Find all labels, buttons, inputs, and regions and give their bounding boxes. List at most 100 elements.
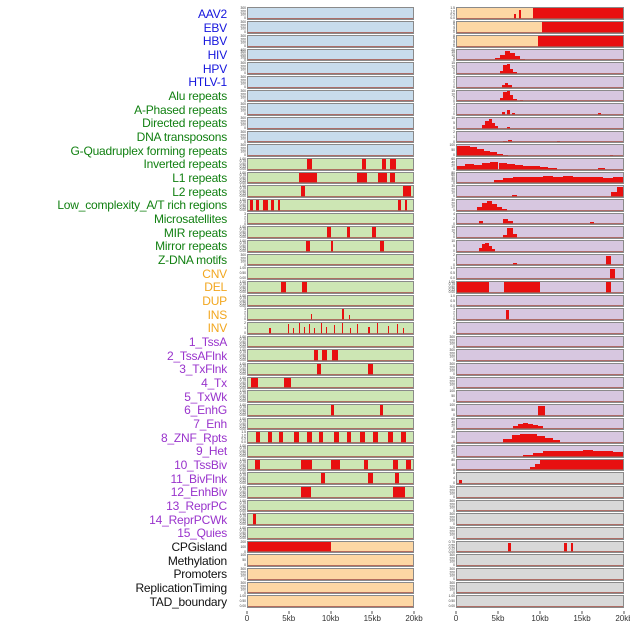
- signal-bar: [481, 163, 491, 170]
- signal-bar: [535, 463, 540, 471]
- track-label-hpv: HPV: [202, 61, 227, 76]
- track-plot-right-8-znf-rpts: [456, 431, 624, 444]
- track-label-5-txwk: 5_TxWk: [184, 389, 227, 404]
- signal-bar: [508, 140, 512, 143]
- y-axis-ticks-right-cnv: 1.0 0.5 0.0: [450, 266, 455, 281]
- track-label-directed-repeats: Directed repeats: [142, 116, 227, 131]
- y-axis-ticks-left-alu-repeats: 300 200 100 0: [240, 88, 246, 103]
- signal-bar: [332, 350, 338, 361]
- signal-bar: [294, 432, 300, 443]
- x-tick-mark: [330, 610, 331, 614]
- track-label-6-enhg: 6_EnhG: [184, 403, 227, 418]
- signal-bar: [389, 172, 395, 184]
- track-plot-left-dup: [247, 294, 414, 308]
- signal-bar: [611, 191, 618, 197]
- y-axis-ticks-left-low-complexity-a-t-rich-regions: 1.00 0.75 0.50 0.25 0.00: [239, 198, 246, 213]
- track-plot-left-7-enh: [247, 417, 414, 431]
- track-row-10-tssbiv: 10_TssBiv 1.00 0.75 0.50 0.25 0.00 80 40 0: [0, 458, 630, 472]
- track-row-15-quies: 15_Quies 1.00 0.75 0.50 0.25 0.00 300 200 100 0: [0, 527, 630, 541]
- x-tick-label: 15kb: [573, 613, 591, 623]
- track-plot-right-5-txwk: [456, 390, 624, 403]
- track-plot-left-mir-repeats: [247, 226, 414, 239]
- track-label-7-enh: 7_Enh: [193, 416, 227, 431]
- signal-bar: [478, 220, 483, 225]
- y-axis-ticks-right-inverted-repeats: 60 40 20 0: [451, 157, 455, 172]
- y-axis-ticks-right-alu-repeats: 15 10 5 0: [451, 88, 455, 103]
- y-axis-ticks-right-hiv: 20 15 10 5 0: [451, 47, 455, 62]
- signal-bar: [533, 424, 539, 430]
- y-axis-ticks-left-del: 1.00 0.75 0.50 0.25 0.00: [239, 280, 246, 295]
- track-plot-right-3-txflnk: [456, 362, 624, 376]
- y-axis-ticks-left-dna-transposons: 300 200 100 0: [240, 129, 246, 144]
- y-axis-ticks-left-13-reprpc: 1.00 0.75 0.50 0.25 0.00: [239, 499, 246, 513]
- signal-bar: [330, 459, 341, 471]
- signal-bar: [486, 200, 492, 211]
- x-tick-label: 15kb: [363, 613, 381, 623]
- track-row-hbv: HBV 300 200 100 0 8 6 4 2 0: [0, 34, 630, 48]
- signal-bar: [476, 148, 484, 156]
- signal-bar: [361, 158, 366, 170]
- y-axis-ticks-left-4-tx: 1.00 0.75 0.50 0.25 0.00: [239, 376, 246, 390]
- track-label-9-het: 9_Het: [195, 444, 227, 459]
- signal-bar: [457, 165, 466, 170]
- y-axis-ticks-right-10-tssbiv: 80 40 0: [451, 458, 455, 472]
- signal-bar: [498, 162, 507, 170]
- signal-bar: [491, 204, 497, 211]
- signal-bar: [493, 180, 504, 184]
- track-plot-left-directed-repeats: [247, 116, 414, 130]
- signal-bar: [540, 166, 549, 170]
- track-row-mirror-repeats: Mirror repeats 1.00 0.75 0.50 0.25 0.00 10 5 0: [0, 239, 630, 253]
- signal-bar: [330, 240, 333, 252]
- signal-bar: [398, 199, 402, 211]
- signal-bar: [488, 118, 492, 129]
- signal-bar: [603, 451, 614, 457]
- signal-bar: [491, 248, 496, 252]
- signal-bar: [249, 199, 253, 211]
- y-axis-ticks-left-9-het: 1.00 0.75 0.50 0.25 0.00: [239, 444, 246, 459]
- signal-bar: [536, 435, 545, 443]
- signal-bar: [348, 314, 351, 320]
- track-plot-right-7-enh: [456, 417, 624, 431]
- track-plot-right-low-complexity-a-t-rich-regions: [456, 198, 624, 212]
- signal-bar: [267, 432, 272, 443]
- x-tick-label: 20kb: [405, 613, 423, 623]
- signal-bar: [538, 406, 545, 416]
- track-plot-right-cnv: [456, 267, 624, 280]
- signal-bar: [518, 423, 524, 430]
- x-tick-mark: [371, 610, 373, 614]
- signal-bar: [302, 281, 308, 293]
- track-plot-left-hiv: [247, 48, 414, 62]
- signal-bar: [388, 326, 390, 334]
- track-plot-right-9-het: [456, 444, 624, 458]
- track-plot-left-9-het: [247, 444, 414, 458]
- signal-bar: [495, 125, 499, 129]
- track-label-15-quies: 15_Quies: [177, 526, 227, 541]
- signal-bar: [520, 99, 524, 102]
- track-label-12-enhbiv: 12_EnhBiv: [170, 485, 227, 500]
- track-plot-left-8-znf-rpts: [247, 431, 414, 444]
- signal-bar: [342, 322, 344, 334]
- track-plot-right-hbv: [456, 34, 624, 48]
- y-axis-ticks-right-cpgisland: 0.75 0.50 0.25 0.00: [448, 540, 455, 554]
- track-plot-left-3-txflnk: [247, 362, 414, 376]
- track-row-5-txwk: 5_TxWk 1.00 0.75 0.50 0.25 0.00 100 50 0: [0, 390, 630, 404]
- signal-bar: [501, 111, 506, 115]
- track-plot-left-15-quies: [247, 527, 414, 540]
- track-label-z-dna-motifs: Z-DNA motifs: [158, 252, 227, 267]
- signal-bar: [515, 164, 524, 170]
- track-row-ins: INS 3 2 1 0 3 2 1 0: [0, 308, 630, 322]
- track-row-alu-repeats: Alu repeats 300 200 100 0 15 10 5 0: [0, 89, 630, 103]
- track-plot-right-mir-repeats: [456, 226, 624, 239]
- track-row-a-phased-repeats: A-Phased repeats 300 200 100 0 3 2 1 0: [0, 103, 630, 117]
- track-row-tad-boundary: TAD_boundary 1.00 0.50 0.00 1.00 0.50 0.00: [0, 595, 630, 609]
- signal-bar: [508, 85, 512, 88]
- track-row-low-complexity-a-t-rich-regions: Low_complexity_A/T rich regions 1.00 0.75 0…: [0, 198, 630, 212]
- signal-bar: [363, 459, 369, 471]
- signal-bar: [393, 487, 405, 498]
- signal-bar: [613, 451, 623, 457]
- y-axis-ticks-left-l1-repeats: 1.00 0.75 0.50 0.25 0.00: [239, 170, 246, 185]
